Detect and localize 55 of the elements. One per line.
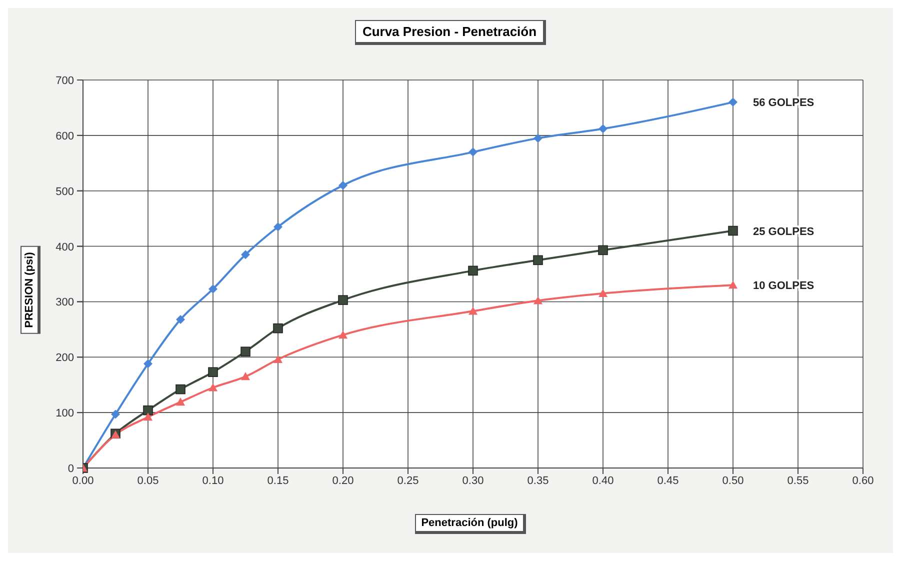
point <box>468 306 478 315</box>
x-axis-title: Penetración (pulg) <box>415 514 526 534</box>
point <box>598 288 608 297</box>
y-tick-label: 100 <box>56 408 74 420</box>
point <box>598 124 608 134</box>
point <box>534 296 542 304</box>
chart-title: Curva Presion - Penetración <box>355 20 546 45</box>
point <box>208 284 218 294</box>
x-tick-label: 0.20 <box>332 474 354 487</box>
point <box>534 134 542 143</box>
y-tick-label: 400 <box>56 241 74 254</box>
point <box>468 266 478 276</box>
point <box>274 354 282 363</box>
point <box>208 383 218 392</box>
y-tick-label: 700 <box>56 75 74 87</box>
point <box>176 398 185 406</box>
x-tick-label: 0.35 <box>527 474 549 487</box>
y-tick-label: 500 <box>56 186 74 198</box>
x-tick-label: 0.10 <box>202 474 224 487</box>
y-tick-label: 600 <box>56 130 74 142</box>
point <box>274 222 282 232</box>
point <box>533 255 543 266</box>
point <box>144 359 152 368</box>
point <box>728 280 738 289</box>
point <box>338 295 348 305</box>
point <box>241 372 250 380</box>
point <box>598 245 608 256</box>
point <box>176 384 186 394</box>
x-tick-label: 0.00 <box>72 474 94 487</box>
point <box>273 323 283 334</box>
point <box>176 314 185 324</box>
y-tick-label: 300 <box>56 296 74 309</box>
x-tick-label: 0.55 <box>787 474 809 487</box>
y-tick-label: 0 <box>68 463 74 475</box>
point <box>338 180 348 190</box>
x-tick-label: 0.05 <box>137 474 159 487</box>
x-tick-label: 0.25 <box>397 474 419 487</box>
x-tick-label: 0.15 <box>267 474 289 487</box>
point <box>241 250 250 260</box>
point <box>728 98 738 107</box>
point <box>111 410 120 419</box>
x-tick-label: 0.50 <box>722 474 744 487</box>
point <box>143 405 153 416</box>
x-tick-label: 0.60 <box>852 474 874 487</box>
point <box>144 412 152 421</box>
point <box>240 346 250 356</box>
point <box>468 148 478 157</box>
x-tick-label: 0.45 <box>657 474 679 487</box>
x-tick-label: 0.30 <box>462 474 484 487</box>
point <box>728 226 738 236</box>
point <box>208 367 218 378</box>
x-tick-label: 0.40 <box>592 474 614 487</box>
point <box>338 330 348 339</box>
y-axis-title: PRESION (psi) <box>20 246 40 334</box>
y-tick-label: 200 <box>56 352 74 364</box>
